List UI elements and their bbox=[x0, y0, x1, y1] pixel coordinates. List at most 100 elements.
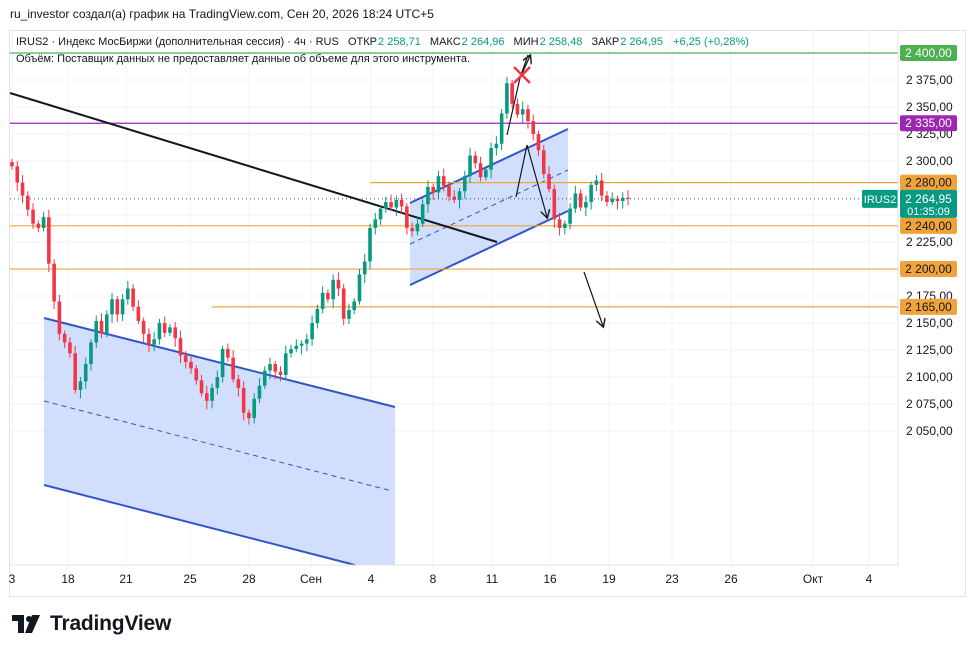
price-badge bbox=[900, 45, 957, 61]
close-label: ЗАКР bbox=[591, 36, 620, 48]
channels bbox=[43, 128, 569, 566]
low-label: МИН bbox=[513, 36, 539, 48]
channel-upper-line bbox=[409, 128, 569, 204]
logo-text: TradingView bbox=[50, 612, 172, 635]
tradingview-logo[interactable]: TradingView bbox=[12, 612, 171, 636]
candle-body bbox=[141, 320, 146, 334]
x-tick-label: 8 bbox=[430, 572, 437, 586]
candle-body bbox=[252, 398, 256, 419]
x-tick-label: 19 bbox=[602, 572, 616, 586]
candle-body bbox=[505, 83, 509, 114]
x-tick-label: 16 bbox=[543, 572, 557, 586]
ohlc-legend: IRUS2 · Индекс МосБиржи (дополнительная … bbox=[16, 36, 755, 48]
x-tick-label: 18 bbox=[61, 572, 75, 586]
candle-body bbox=[384, 202, 388, 209]
change-value: +6,25 (+0,28%) bbox=[673, 36, 749, 48]
candle-body bbox=[410, 227, 414, 232]
open-value: 2 258,71 bbox=[378, 36, 421, 48]
candle-body bbox=[41, 217, 46, 228]
candle-body bbox=[68, 342, 72, 354]
candle-body bbox=[25, 195, 30, 210]
candle-body bbox=[83, 364, 88, 382]
y-tick-label: 2 150,00 bbox=[906, 316, 953, 330]
price-badge-label: 2 280,00 bbox=[905, 176, 952, 190]
candle-body bbox=[373, 219, 378, 228]
y-tick-label: 2 300,00 bbox=[906, 154, 953, 168]
x-tick-label: 4 bbox=[866, 572, 873, 586]
price-badge bbox=[900, 217, 957, 234]
annotations bbox=[506, 55, 603, 326]
price-badge bbox=[900, 174, 957, 191]
candle-body bbox=[299, 343, 304, 346]
candle-body bbox=[578, 193, 583, 208]
candle-body bbox=[457, 191, 462, 200]
candle-body bbox=[573, 193, 578, 209]
candle-body bbox=[510, 83, 514, 104]
candle-body bbox=[515, 103, 520, 115]
candle-body bbox=[104, 314, 109, 334]
candle-body bbox=[157, 323, 162, 340]
candle-body bbox=[547, 173, 551, 190]
channel-midline bbox=[43, 400, 393, 492]
candle-body bbox=[205, 393, 209, 401]
candle-body bbox=[584, 202, 588, 208]
trend-lines bbox=[9, 92, 498, 243]
candle-body bbox=[531, 121, 536, 135]
candle-body bbox=[563, 223, 567, 228]
candle-body bbox=[473, 155, 478, 164]
x-tick-label: 26 bbox=[724, 572, 738, 586]
candle-body bbox=[89, 342, 93, 365]
symbol-badge-label: IRUS2 bbox=[864, 194, 896, 206]
last-price-badge bbox=[900, 189, 957, 218]
volume-note: Объём: Поставщик данных не предоставляет… bbox=[16, 53, 471, 65]
candle-body bbox=[589, 184, 593, 203]
candle-body bbox=[210, 387, 214, 401]
price-badge-label: 2 240,00 bbox=[905, 219, 952, 233]
candle-body bbox=[183, 355, 188, 362]
candle-body bbox=[241, 387, 246, 413]
descending-channel bbox=[44, 318, 395, 565]
x-tick-label: Окт bbox=[803, 572, 824, 586]
candle-body bbox=[189, 361, 193, 369]
countdown-label: 01:35:09 bbox=[907, 206, 950, 218]
candle-body bbox=[541, 150, 546, 174]
candle-body bbox=[594, 180, 599, 185]
candle-body bbox=[257, 385, 262, 399]
candle-body bbox=[131, 288, 135, 307]
candle-body bbox=[47, 217, 51, 264]
candle-body bbox=[52, 263, 56, 302]
candle-body bbox=[615, 198, 620, 201]
candle-body bbox=[152, 339, 156, 345]
y-tick-label: 2 225,00 bbox=[906, 235, 953, 249]
tradingview-logo-icon bbox=[12, 615, 40, 633]
candle-body bbox=[447, 185, 451, 197]
candle-body bbox=[15, 166, 20, 183]
channel-lower-line bbox=[409, 210, 569, 286]
candle-body bbox=[620, 197, 625, 201]
candle-body bbox=[394, 199, 399, 208]
chart-author-header: ru_investor создал(а) график на TradingV… bbox=[10, 7, 434, 21]
candle-body bbox=[110, 299, 114, 315]
candle-body bbox=[31, 209, 35, 224]
candle-body bbox=[536, 134, 541, 151]
x-tick-label: Сен bbox=[300, 572, 322, 586]
ascending-channel bbox=[410, 129, 568, 285]
candle-body bbox=[126, 288, 130, 300]
candle-body bbox=[426, 186, 430, 205]
candle-body bbox=[120, 299, 125, 315]
candle-body bbox=[173, 327, 178, 339]
price-badge-label: 2 200,00 bbox=[905, 262, 952, 276]
candlestick-chart[interactable]: 2 050,00 2 075,00 2 100,00 2 125,00 2 150,00… bbox=[0, 0, 976, 600]
x-tick-label: 4 bbox=[368, 572, 375, 586]
candle-body bbox=[441, 176, 446, 186]
candle-body bbox=[320, 292, 325, 310]
candle-body bbox=[499, 113, 504, 144]
symbol-badge bbox=[862, 189, 898, 208]
candle-body bbox=[220, 348, 225, 378]
candle-body bbox=[431, 186, 435, 193]
y-tick-label: 2 125,00 bbox=[906, 343, 953, 357]
candle-body bbox=[305, 339, 309, 344]
y-tick-label: 2 050,00 bbox=[906, 424, 953, 438]
horizontal-levels bbox=[10, 52, 898, 308]
candle-body bbox=[484, 169, 488, 178]
